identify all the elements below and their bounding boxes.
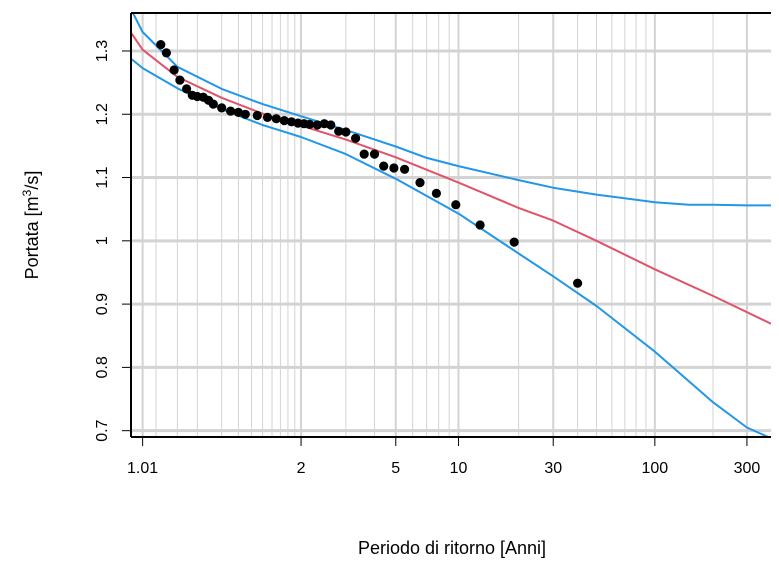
data-points: [156, 40, 583, 288]
data-point: [475, 220, 485, 230]
y-tick-label: 1.1: [94, 166, 111, 188]
fit-line: [131, 32, 771, 325]
y-tick-label: 0.9: [94, 293, 111, 315]
data-point: [400, 164, 410, 174]
y-axis-title-suffix: /s]: [22, 171, 42, 190]
data-point: [208, 99, 218, 109]
data-point: [573, 278, 583, 288]
y-tick-label: 0.8: [94, 356, 111, 378]
data-point: [509, 237, 519, 247]
x-tick-labels: 1.01 2 5 10 30 100 300: [127, 460, 760, 477]
x-tick-label: 30: [544, 460, 562, 477]
y-axis-title: Portata [m3/s]: [20, 171, 42, 280]
data-point: [279, 116, 289, 126]
data-point: [252, 110, 262, 121]
x-axis-title: Periodo di ritorno [Anni]: [358, 538, 546, 558]
x-tick-label: 100: [641, 460, 668, 477]
y-tick-label: 0.7: [94, 419, 111, 441]
x-tick-label: 5: [391, 460, 400, 477]
data-point: [262, 112, 273, 122]
data-point: [217, 103, 227, 113]
data-point: [369, 149, 380, 159]
data-point: [161, 48, 171, 58]
x-tick-label: 2: [297, 460, 306, 477]
data-point: [415, 178, 425, 188]
x-tick-label: 1.01: [127, 460, 158, 477]
data-point: [156, 40, 166, 50]
y-tick-label: 1.3: [94, 40, 111, 62]
data-point: [305, 119, 315, 129]
x-tick-label: 10: [450, 460, 468, 477]
data-point: [240, 109, 250, 119]
y-axis-title-prefix: Portata [m: [22, 196, 42, 279]
data-point: [226, 106, 236, 116]
x-tick-label: 300: [734, 460, 761, 477]
data-point: [379, 161, 389, 171]
data-point: [233, 107, 243, 117]
data-point: [169, 65, 179, 75]
data-point: [389, 163, 399, 173]
data-point: [451, 200, 461, 210]
series: [131, 13, 771, 437]
data-point: [351, 133, 361, 143]
grid: [131, 13, 771, 437]
data-point: [341, 127, 351, 137]
data-point: [359, 149, 369, 159]
data-point: [182, 84, 192, 94]
axes: [122, 12, 771, 446]
y-tick-label: 1: [94, 236, 111, 245]
data-point: [334, 126, 344, 136]
data-point: [326, 120, 336, 130]
y-tick-label: 1.2: [94, 103, 111, 125]
data-point: [271, 114, 281, 124]
upper-confidence-line: [131, 13, 771, 207]
data-point: [312, 120, 322, 130]
data-point: [175, 75, 185, 85]
y-axis-title-sup: 3: [20, 189, 34, 196]
data-point: [431, 188, 441, 198]
y-tick-labels: 0.7 0.8 0.9 1 1.1 1.2 1.3: [94, 40, 111, 442]
